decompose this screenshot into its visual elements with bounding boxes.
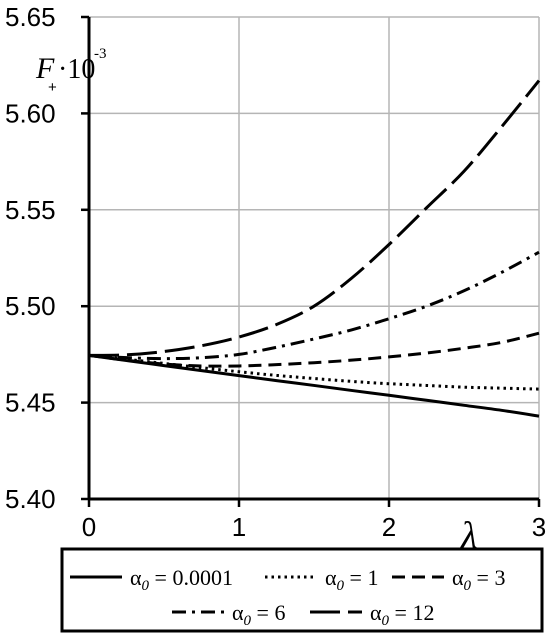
y-tick-label: 5.60 bbox=[5, 98, 56, 128]
y-tick-label: 5.50 bbox=[5, 291, 56, 321]
x-tick-label: 0 bbox=[82, 512, 96, 542]
x-axis-ticks: 0 1 2 3 bbox=[82, 499, 546, 542]
legend: α0 = 0.0001 α0 = 1 α0 = 3 α0 = 6 α0 = 12 bbox=[60, 547, 544, 633]
y-axis-label-mult: ·10 bbox=[58, 54, 95, 85]
legend-item-2: α0 = 1 bbox=[265, 565, 378, 594]
legend-item-5: α0 = 12 bbox=[310, 600, 434, 629]
legend-item-4: α0 = 6 bbox=[172, 600, 285, 629]
series-line-5 bbox=[88, 79, 541, 357]
legend-label: α0 = 1 bbox=[325, 565, 378, 594]
y-axis-label: F bbox=[35, 52, 55, 85]
y-tick-label: 5.40 bbox=[5, 484, 56, 514]
series-line-1 bbox=[88, 353, 540, 418]
axes bbox=[87, 17, 539, 501]
legend-label: α0 = 3 bbox=[452, 565, 505, 594]
legend-label: α0 = 6 bbox=[232, 600, 285, 629]
y-tick-label: 5.65 bbox=[5, 2, 56, 32]
x-axis-label: λ bbox=[460, 515, 477, 557]
legend-item-3: α0 = 3 bbox=[392, 565, 505, 594]
y-axis-label-sub: + bbox=[48, 79, 57, 96]
series-line-4 bbox=[88, 250, 540, 361]
y-tick-label: 5.45 bbox=[5, 388, 56, 418]
y-axis-label-exp: -3 bbox=[94, 46, 107, 62]
x-tick-label: 2 bbox=[382, 512, 396, 542]
grid-lines bbox=[89, 16, 540, 499]
legend-label: α0 = 12 bbox=[370, 600, 434, 629]
legend-label: α0 = 0.0001 bbox=[130, 565, 233, 594]
legend-item-1: α0 = 0.0001 bbox=[70, 565, 233, 594]
y-axis-ticks: 5.40 5.45 5.50 5.55 5.60 5.65 bbox=[5, 2, 89, 514]
series-line-3 bbox=[88, 331, 540, 368]
x-tick-label: 1 bbox=[232, 512, 246, 542]
x-tick-label: 3 bbox=[532, 512, 546, 542]
y-tick-label: 5.55 bbox=[5, 195, 56, 225]
series-lines bbox=[88, 79, 541, 418]
legend-box bbox=[60, 547, 544, 633]
